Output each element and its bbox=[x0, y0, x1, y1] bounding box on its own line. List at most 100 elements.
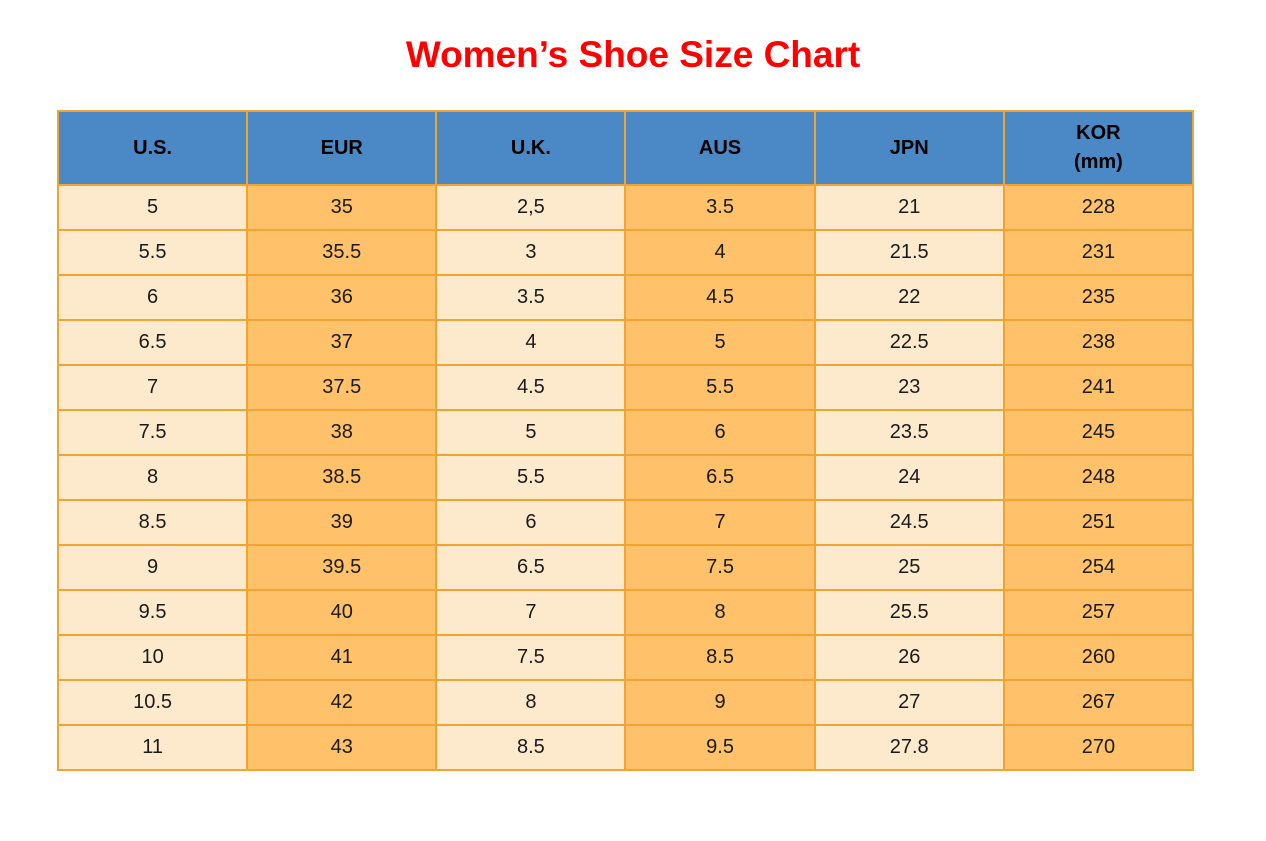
table-cell: 35.5 bbox=[246, 229, 438, 276]
column-header-sublabel: (mm) bbox=[1073, 151, 1123, 173]
table-cell: 9 bbox=[56, 544, 249, 591]
table-cell: 24 bbox=[813, 454, 1005, 501]
table-cell: 270 bbox=[1002, 724, 1195, 771]
table-row: 9 39.5 6.5 7.5 25 254 bbox=[56, 544, 1195, 591]
table-cell: 5.5 bbox=[624, 364, 816, 411]
table-cell: 10.5 bbox=[56, 679, 249, 726]
table-cell: 7.5 bbox=[624, 544, 816, 591]
column-header-label: AUS bbox=[698, 136, 742, 159]
table-cell: 36 bbox=[246, 274, 438, 321]
table-cell: 27 bbox=[813, 679, 1005, 726]
table-cell: 5.5 bbox=[435, 454, 627, 501]
table-cell: 4.5 bbox=[435, 364, 627, 411]
table-row: 7 37.5 4.5 5.5 23 241 bbox=[56, 364, 1195, 411]
table-cell: 6 bbox=[435, 499, 627, 546]
table-cell: 5 bbox=[435, 409, 627, 456]
table-cell: 254 bbox=[1002, 544, 1195, 591]
table-cell: 8 bbox=[56, 454, 249, 501]
table-cell: 231 bbox=[1002, 229, 1195, 276]
column-header-label: KOR bbox=[1076, 122, 1121, 144]
column-header-jpn: JPN bbox=[813, 110, 1005, 186]
table-header-row: U.S. EUR U.K. AUS JPN KOR (mm) bbox=[56, 110, 1195, 186]
table-cell: 4 bbox=[435, 319, 627, 366]
table-cell: 6 bbox=[624, 409, 816, 456]
table-row: 9.5 40 7 8 25.5 257 bbox=[56, 589, 1195, 636]
table-cell: 43 bbox=[246, 724, 438, 771]
table-cell: 10 bbox=[56, 634, 249, 681]
table-cell: 41 bbox=[246, 634, 438, 681]
table-cell: 11 bbox=[56, 724, 249, 771]
table-row: 7.5 38 5 6 23.5 245 bbox=[56, 409, 1195, 456]
table-cell: 7 bbox=[435, 589, 627, 636]
table-cell: 235 bbox=[1002, 274, 1195, 321]
table-cell: 6 bbox=[56, 274, 249, 321]
table-cell: 5 bbox=[624, 319, 816, 366]
table-cell: 22 bbox=[813, 274, 1005, 321]
column-header-us: U.S. bbox=[56, 110, 249, 186]
table-cell: 21.5 bbox=[813, 229, 1005, 276]
table-cell: 38.5 bbox=[246, 454, 438, 501]
table-row: 10.5 42 8 9 27 267 bbox=[56, 679, 1195, 726]
table-cell: 24.5 bbox=[813, 499, 1005, 546]
table-cell: 9.5 bbox=[624, 724, 816, 771]
table-cell: 27.8 bbox=[813, 724, 1005, 771]
table-cell: 37 bbox=[246, 319, 438, 366]
table-cell: 37.5 bbox=[246, 364, 438, 411]
table-cell: 22.5 bbox=[813, 319, 1005, 366]
size-chart-table: U.S. EUR U.K. AUS JPN KOR (mm) 5 35 2,5 3.5 21 228 5… bbox=[56, 110, 1195, 771]
column-header-uk: U.K. bbox=[435, 110, 627, 186]
table-cell: 7.5 bbox=[56, 409, 249, 456]
table-cell: 7 bbox=[56, 364, 249, 411]
column-header-label: U.S. bbox=[133, 136, 173, 159]
column-header-kor: KOR (mm) bbox=[1002, 110, 1195, 186]
table-cell: 228 bbox=[1002, 184, 1195, 231]
table-cell: 38 bbox=[246, 409, 438, 456]
table-cell: 39.5 bbox=[246, 544, 438, 591]
table-cell: 23.5 bbox=[813, 409, 1005, 456]
table-cell: 8.5 bbox=[56, 499, 249, 546]
table-row: 5 35 2,5 3.5 21 228 bbox=[56, 184, 1195, 231]
table-row: 8.5 39 6 7 24.5 251 bbox=[56, 499, 1195, 546]
table-cell: 5 bbox=[56, 184, 249, 231]
table-cell: 3 bbox=[435, 229, 627, 276]
table-cell: 39 bbox=[246, 499, 438, 546]
table-cell: 6.5 bbox=[56, 319, 249, 366]
table-cell: 6.5 bbox=[435, 544, 627, 591]
table-cell: 245 bbox=[1002, 409, 1195, 456]
table-row: 5.5 35.5 3 4 21.5 231 bbox=[56, 229, 1195, 276]
column-header-label: EUR bbox=[320, 136, 363, 159]
table-cell: 238 bbox=[1002, 319, 1195, 366]
table-cell: 4 bbox=[624, 229, 816, 276]
table-cell: 25 bbox=[813, 544, 1005, 591]
table-cell: 21 bbox=[813, 184, 1005, 231]
table-cell: 23 bbox=[813, 364, 1005, 411]
table-cell: 7.5 bbox=[435, 634, 627, 681]
table-cell: 5.5 bbox=[56, 229, 249, 276]
table-cell: 8.5 bbox=[624, 634, 816, 681]
column-header-aus: AUS bbox=[624, 110, 816, 186]
table-cell: 6.5 bbox=[624, 454, 816, 501]
table-cell: 35 bbox=[246, 184, 438, 231]
table-cell: 26 bbox=[813, 634, 1005, 681]
table-cell: 241 bbox=[1002, 364, 1195, 411]
table-row: 6 36 3.5 4.5 22 235 bbox=[56, 274, 1195, 321]
table-cell: 25.5 bbox=[813, 589, 1005, 636]
table-cell: 7 bbox=[624, 499, 816, 546]
table-cell: 3.5 bbox=[435, 274, 627, 321]
table-cell: 267 bbox=[1002, 679, 1195, 726]
table-row: 10 41 7.5 8.5 26 260 bbox=[56, 634, 1195, 681]
table-row: 11 43 8.5 9.5 27.8 270 bbox=[56, 724, 1195, 771]
column-header-eur: EUR bbox=[246, 110, 438, 186]
table-cell: 8.5 bbox=[435, 724, 627, 771]
table-cell: 251 bbox=[1002, 499, 1195, 546]
table-body: 5 35 2,5 3.5 21 228 5.5 35.5 3 4 21.5 231 6 36 3.5 4.5 2… bbox=[56, 184, 1195, 771]
table-cell: 4.5 bbox=[624, 274, 816, 321]
table-cell: 2,5 bbox=[435, 184, 627, 231]
column-header-label: U.K. bbox=[510, 136, 551, 159]
table-cell: 260 bbox=[1002, 634, 1195, 681]
table-cell: 8 bbox=[435, 679, 627, 726]
table-cell: 9.5 bbox=[56, 589, 249, 636]
table-cell: 3.5 bbox=[624, 184, 816, 231]
table-cell: 8 bbox=[624, 589, 816, 636]
table-row: 6.5 37 4 5 22.5 238 bbox=[56, 319, 1195, 366]
